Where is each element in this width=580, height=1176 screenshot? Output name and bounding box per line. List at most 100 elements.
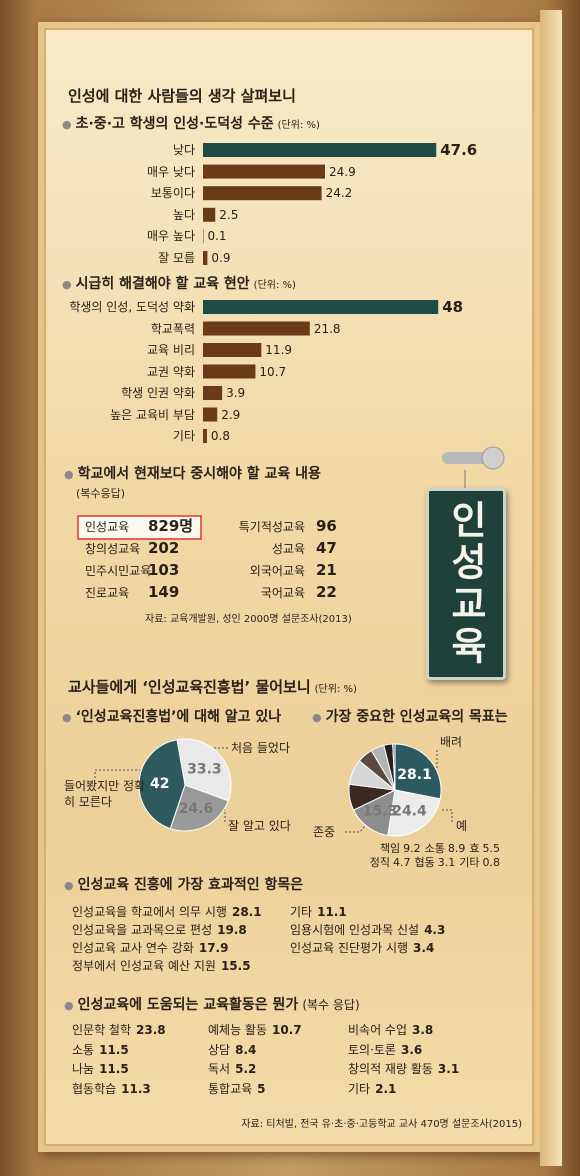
- value-label: 48: [442, 298, 464, 316]
- unit: (단위: %): [314, 684, 357, 695]
- item-value: 15.5: [220, 959, 251, 973]
- item-value: 47: [316, 539, 337, 557]
- item-name: 진로교육: [85, 586, 130, 600]
- value-label: 47.6: [440, 141, 478, 159]
- note: (복수 응답): [302, 998, 360, 1012]
- category-label: 낮다: [172, 143, 195, 157]
- bar: [203, 251, 208, 265]
- category-label: 높은 교육비 부담: [110, 407, 195, 422]
- pie-slice: [387, 789, 441, 837]
- list-item: 정부에서 인성교육 예산 지원 15.5: [72, 958, 251, 974]
- value-label: 10.7: [259, 364, 287, 379]
- main-title: 인성에 대한 사람들의 생각 살펴보니: [68, 87, 296, 105]
- section-title: 인성교육에 도움되는 교육활동은 뭔가(복수 응답): [64, 997, 360, 1014]
- value-label: 11.9: [265, 343, 293, 357]
- slice-label: 배려: [440, 735, 463, 749]
- item-name: 창의성교육: [85, 542, 141, 556]
- list-item: 나눔 11.5: [72, 1061, 129, 1077]
- item-value: 28.1: [231, 905, 262, 919]
- item-value: 96: [316, 517, 337, 535]
- item-value: 23.8: [136, 1023, 166, 1037]
- item-value: 2.1: [375, 1081, 397, 1096]
- item-name: 토의·토론: [348, 1042, 396, 1057]
- pie-slice: [176, 738, 232, 802]
- item-value: 19.8: [217, 923, 247, 937]
- list-item: 소통 11.5: [72, 1042, 129, 1058]
- category-label: 교권 약화: [147, 364, 195, 379]
- item-value: 11.1: [317, 905, 347, 919]
- slice-label: 들어봤지만 정확히 모른다: [64, 779, 146, 809]
- item-value: 5: [257, 1081, 266, 1096]
- list-item: 인성교육을 학교에서 의무 시행 28.1: [72, 904, 262, 920]
- item-value: 149: [148, 583, 180, 601]
- slice-value: 4.7: [393, 856, 411, 869]
- item-name: 창의적 재량 활동: [348, 1062, 433, 1076]
- subtitle: 교사들에게 ‘인성교육진흥법’ 물어보니: [68, 678, 311, 696]
- slice-label: 소통: [424, 842, 445, 855]
- highlight-box: [77, 515, 202, 540]
- item-name: 임용시험에 인성과목 신설: [290, 923, 420, 937]
- slice-label: 책임: [379, 842, 401, 855]
- pie-slice: [169, 784, 229, 832]
- item-value: 11.5: [99, 1062, 129, 1076]
- slice-value: 8.9: [447, 842, 466, 855]
- category-label: 매우 낮다: [147, 164, 195, 179]
- pie-slice: [138, 739, 186, 830]
- sign: 인성교육: [426, 488, 506, 680]
- title: 시급히 해결해야 할 교육 현안: [75, 276, 250, 292]
- bar: [203, 143, 437, 157]
- item-value: 10.7: [272, 1023, 302, 1037]
- slice-label: 기타: [459, 856, 480, 869]
- value-label: 0.1: [207, 229, 227, 244]
- chart-title: 시급히 해결해야 할 교육 현안(단위: %): [62, 276, 296, 294]
- category-label: 높다: [172, 207, 195, 222]
- item-name: 인성교육 교사 연수 강화: [72, 941, 194, 955]
- slice-value: 24.6: [179, 801, 214, 817]
- slice-value: 5.5: [482, 842, 501, 855]
- item-name: 인문학 철학: [72, 1023, 132, 1037]
- item-value: 3.6: [400, 1042, 423, 1057]
- item-name: 독서: [208, 1062, 231, 1076]
- slice-label: 정직: [369, 856, 390, 869]
- list-item: 인성교육 진단평가 시행 3.4: [290, 940, 434, 956]
- item-name: 국어교육: [260, 586, 305, 600]
- source: 자료: 교육개발원, 성인 2000명 설문조사(2013): [145, 614, 352, 625]
- list-item: 독서 5.2: [208, 1061, 256, 1077]
- category-label: 보통이다: [150, 186, 195, 201]
- slice-label: 존중: [313, 825, 336, 839]
- category-label: 학생의 인성, 도덕성 약화: [69, 300, 195, 314]
- value-label: 0.8: [210, 429, 230, 443]
- list-item: 협동학습 11.3: [72, 1081, 151, 1097]
- list-item: 인성교육을 교과목으로 편성 19.8: [72, 922, 247, 938]
- bar: [203, 300, 439, 314]
- pie-slice: [394, 743, 442, 800]
- item-value: 202: [148, 539, 180, 557]
- list-item: 인문학 철학 23.8: [72, 1022, 166, 1038]
- item-name: 정부에서 인성교육 예산 지원: [72, 959, 216, 973]
- item-name: 인성교육을 학교에서 의무 시행: [72, 905, 227, 919]
- item-name: 성교육: [271, 542, 305, 556]
- bar: [203, 321, 310, 336]
- item-value: 8.4: [235, 1042, 257, 1057]
- item-value: 22: [316, 583, 337, 601]
- value-label: 21.8: [313, 321, 341, 336]
- item-name: 기타: [348, 1081, 371, 1096]
- bar: [203, 343, 262, 357]
- value-label: 2.9: [221, 407, 241, 422]
- slice-value: 24.4: [392, 804, 427, 820]
- category-label: 매우 높다: [147, 229, 195, 244]
- item-value: 5.2: [235, 1062, 257, 1076]
- list-item: 토의·토론 3.6: [348, 1042, 422, 1058]
- item-value: 4.3: [424, 923, 446, 937]
- bar: [203, 207, 216, 222]
- slice-label: 잘 알고 있다: [228, 819, 291, 833]
- item-value: 3.8: [412, 1023, 434, 1037]
- list-item: 기타 11.1: [290, 904, 347, 920]
- slice-value: 28.1: [397, 767, 432, 783]
- section-title: 학교에서 현재보다 중시해야 할 교육 내용: [64, 466, 321, 483]
- item-name: 비속어 수업: [348, 1023, 408, 1037]
- bar: [203, 364, 256, 379]
